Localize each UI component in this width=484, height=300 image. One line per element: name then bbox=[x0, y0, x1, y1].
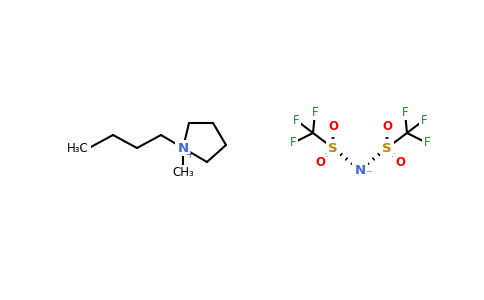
Text: F: F bbox=[424, 136, 430, 149]
Text: N: N bbox=[178, 142, 189, 154]
Text: ⁻: ⁻ bbox=[365, 169, 373, 182]
Text: F: F bbox=[290, 136, 296, 149]
Text: F: F bbox=[421, 113, 427, 127]
Text: H₃C: H₃C bbox=[67, 142, 89, 154]
Text: S: S bbox=[382, 142, 392, 154]
Text: S: S bbox=[328, 142, 338, 154]
Text: O: O bbox=[395, 155, 405, 169]
Text: CH₃: CH₃ bbox=[172, 167, 194, 179]
Text: +: + bbox=[186, 150, 194, 160]
Text: F: F bbox=[293, 113, 299, 127]
Text: N: N bbox=[354, 164, 365, 176]
Text: O: O bbox=[328, 121, 338, 134]
Text: F: F bbox=[312, 106, 318, 118]
Text: F: F bbox=[402, 106, 408, 118]
Text: O: O bbox=[315, 155, 325, 169]
Text: O: O bbox=[382, 121, 392, 134]
